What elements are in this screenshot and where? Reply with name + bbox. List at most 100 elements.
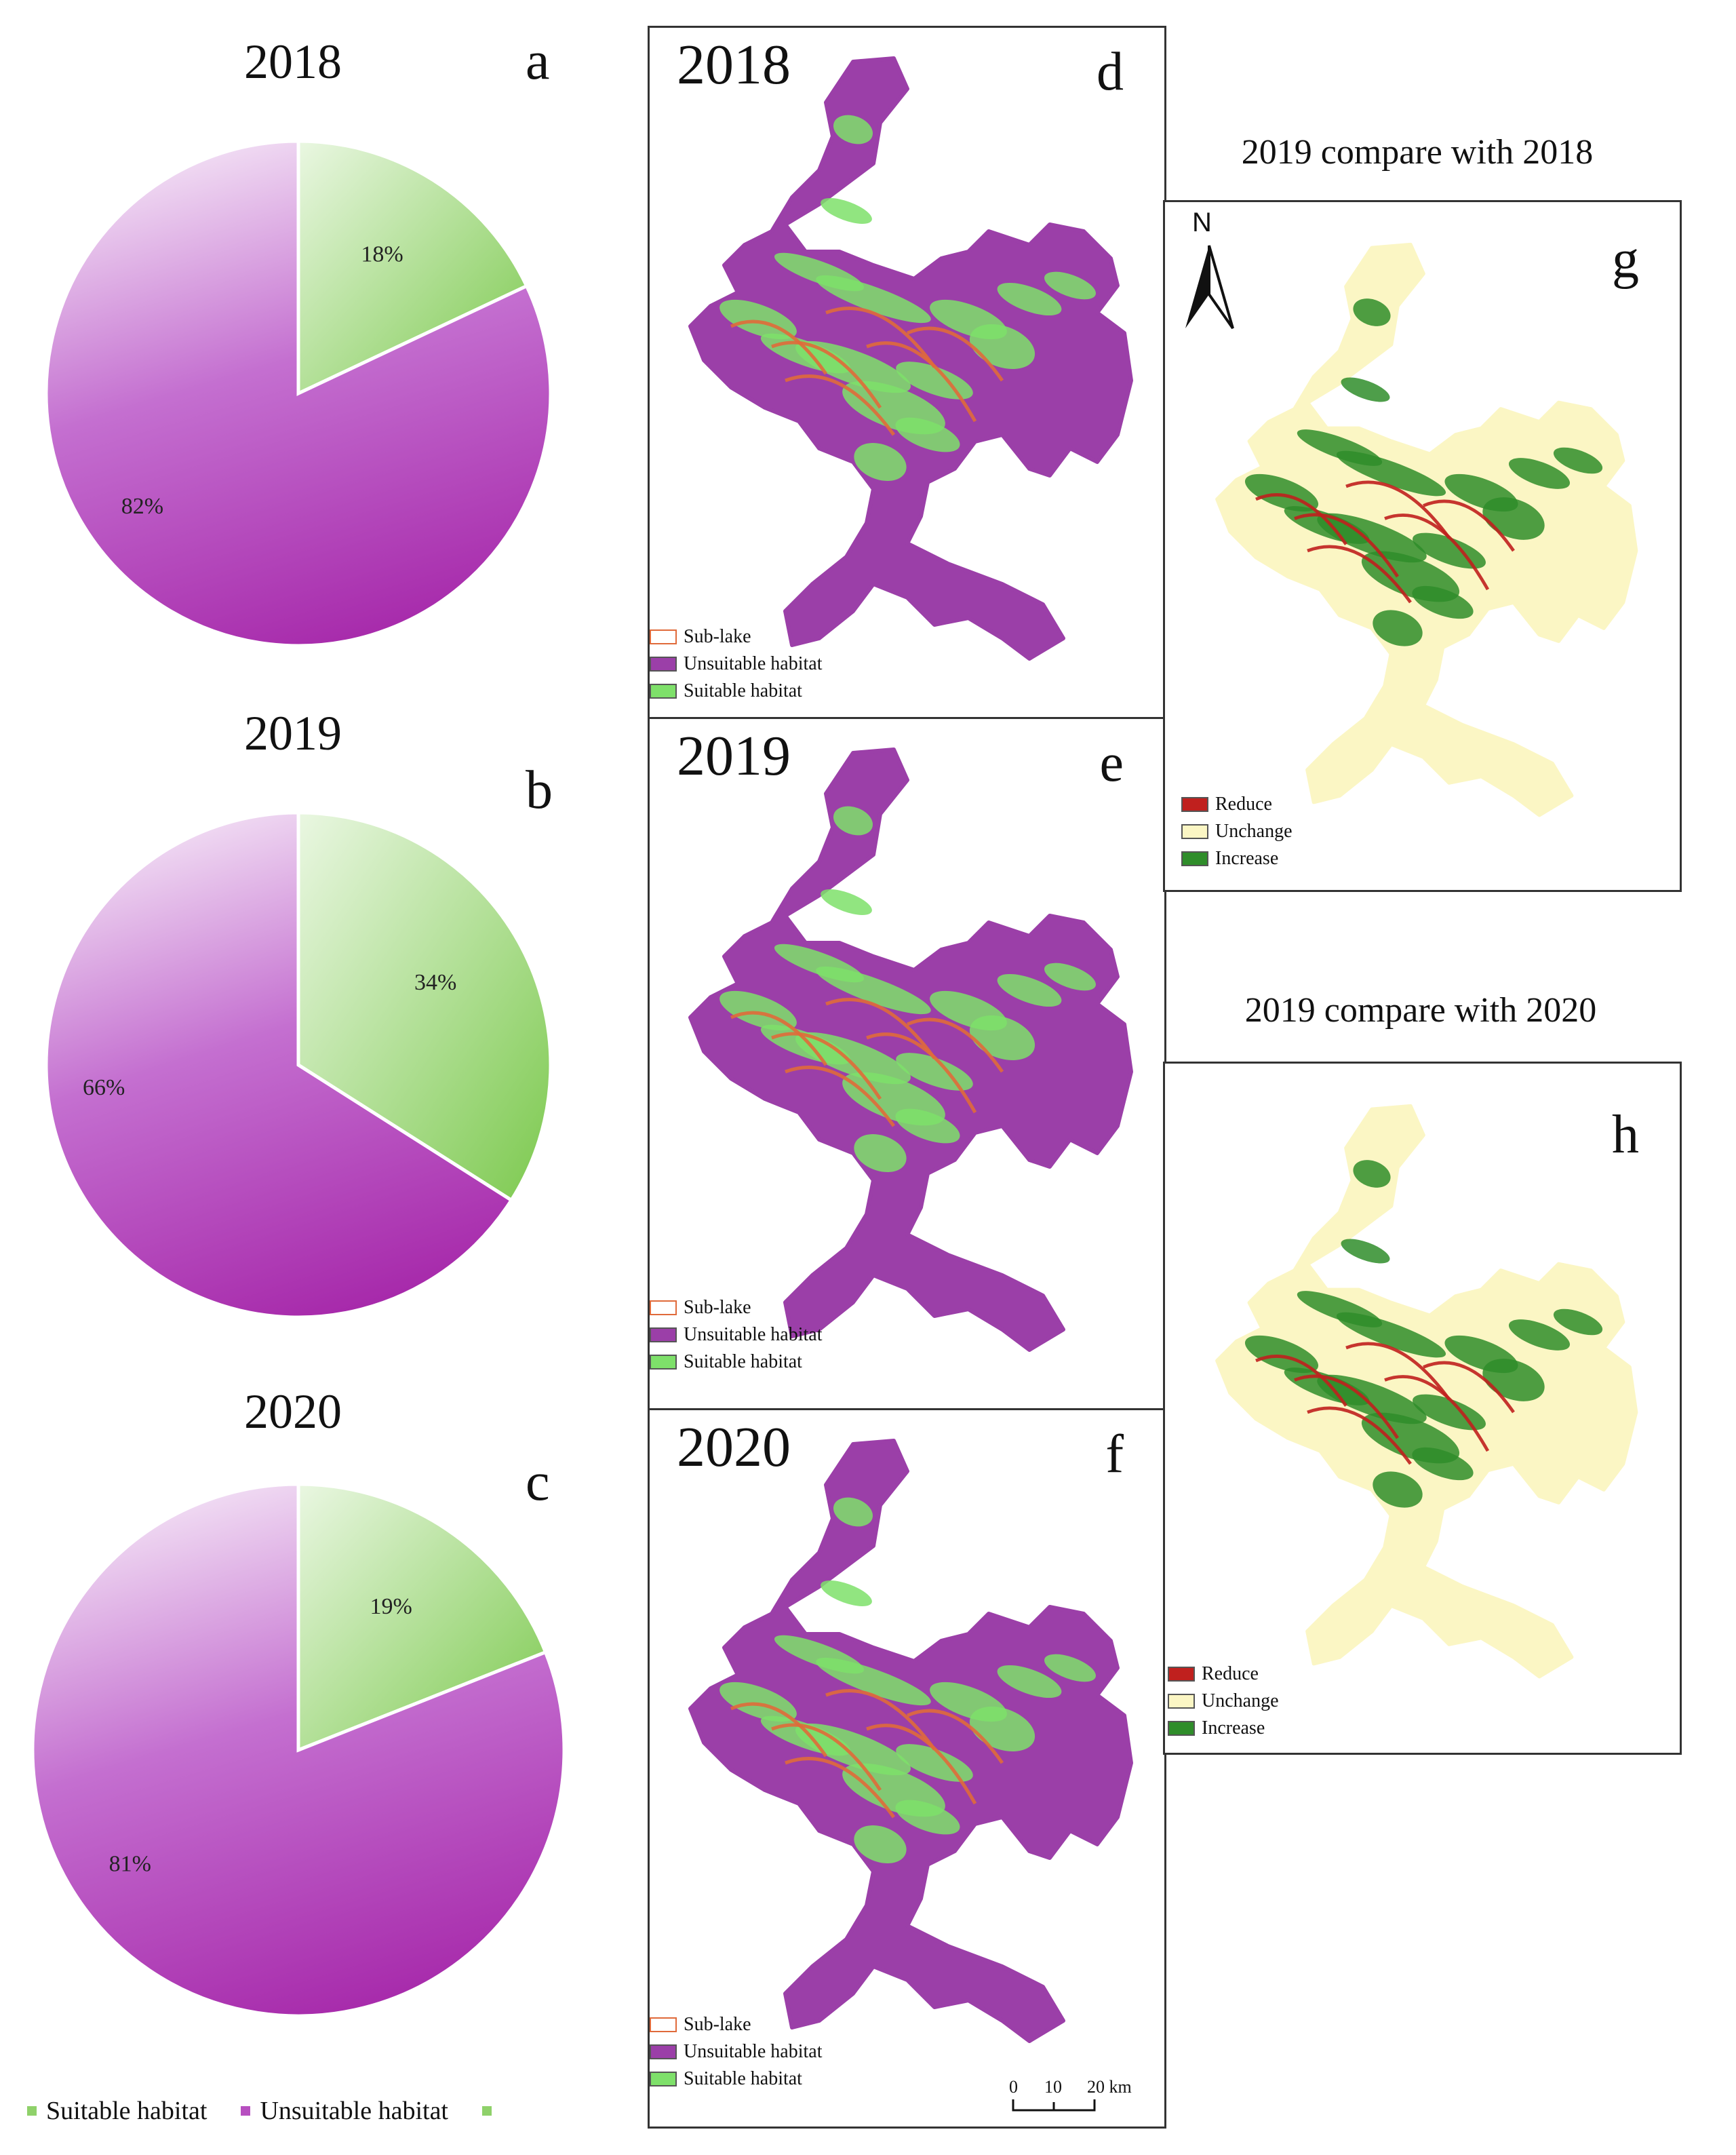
lake-area — [688, 56, 1133, 661]
map-line — [1307, 545, 1412, 604]
north-arrow-icon — [1185, 245, 1234, 330]
panel-letter-e: e — [1099, 733, 1124, 793]
pie-data-label: 82% — [121, 494, 163, 519]
map-patch — [1341, 377, 1390, 402]
comparison-panel-h: h Reduce Unchange Increase — [1163, 1062, 1682, 1755]
legend-row-increase: Increase — [1168, 1715, 1279, 1742]
map-panel-2020: 2020 f Sub-lake Unsuitable habitat Suita… — [648, 1408, 1166, 2129]
map-line — [907, 1709, 1004, 1764]
map-patch — [816, 275, 931, 324]
legend-row-unchange: Unchange — [1181, 818, 1293, 845]
panel-letter-d: d — [1097, 42, 1124, 102]
pie-data-label: 66% — [83, 1075, 125, 1100]
scale-tick-20: 20 km — [1087, 2077, 1132, 2097]
map-patch — [719, 299, 797, 340]
legend-label-suitable: Suitable habitat — [46, 2097, 208, 2125]
panel-letter-c: c — [526, 1452, 550, 1512]
panel-letter-b: b — [526, 760, 553, 820]
pie-b-title: 2019 — [244, 706, 342, 760]
legend-item-suitable: Suitable habitat — [27, 2096, 207, 2126]
map-panel-2018: 2018 d Sub-lake Unsuitable habitat Suita… — [648, 26, 1166, 719]
map-line — [785, 1757, 896, 1819]
habitat-map-2020 — [688, 1439, 1133, 2043]
legend-text: Suitable habitat — [684, 2068, 802, 2089]
map-line — [825, 307, 936, 368]
map-line — [771, 1723, 882, 1791]
swatch-sublake — [650, 2017, 677, 2032]
change-legend-g: Reduce Unchange Increase — [1181, 791, 1293, 872]
swatch-increase — [1168, 1721, 1195, 1736]
habitat-map-2019 — [688, 748, 1133, 1352]
legend-item-unsuitable: Unsuitable habitat — [241, 2096, 448, 2126]
map-line — [730, 319, 828, 375]
legend-text: Reduce — [1215, 794, 1272, 815]
legend-row-reduce: Reduce — [1181, 791, 1293, 818]
legend-text: Unsuitable habitat — [684, 2041, 823, 2062]
legend-swatch-suitable — [27, 2106, 37, 2116]
panel-letter-a: a — [526, 31, 550, 91]
map-patch — [1412, 585, 1474, 619]
legend-row-suitable: Suitable habitat — [650, 2065, 823, 2093]
legend-row-unchange: Unchange — [1168, 1688, 1279, 1715]
legend-text: Increase — [1202, 1717, 1265, 1739]
map-patch — [854, 1133, 907, 1173]
map-patch — [816, 1657, 931, 1706]
pie-legend: Suitable habitat Unsuitable habitat — [27, 2096, 535, 2126]
map-line — [1345, 480, 1451, 539]
map-patch — [795, 341, 911, 393]
map-line — [1294, 513, 1399, 578]
swatch-suitable — [650, 684, 677, 699]
map-line — [825, 998, 936, 1060]
swatch-suitable — [650, 1355, 677, 1370]
pie-c-title: 2020 — [244, 1384, 342, 1439]
legend-row-suitable: Suitable habitat — [650, 1348, 823, 1376]
pie-chart-2018: 18% 82% — [44, 139, 553, 648]
map-patch — [1317, 513, 1427, 563]
legend-text: Unchange — [1202, 1690, 1279, 1711]
legend-row-unsuitable: Unsuitable habitat — [650, 651, 823, 678]
map-patch — [895, 417, 960, 452]
map-patch — [821, 889, 872, 915]
map-patch — [895, 1108, 960, 1144]
map-patch — [1412, 1447, 1474, 1481]
pie-a-title: 2018 — [244, 35, 342, 89]
map-year-2020: 2020 — [677, 1416, 791, 1479]
map-line — [1423, 1361, 1515, 1414]
legend-text: Reduce — [1202, 1663, 1259, 1684]
map-line — [825, 1689, 936, 1751]
map-legend-2020: Sub-lake Unsuitable habitat Suitable hab… — [650, 2011, 823, 2093]
comparison-panel-g: g N Reduce Unchange Increase — [1163, 200, 1682, 892]
map-patch — [719, 990, 797, 1031]
lake-area — [688, 748, 1133, 1352]
map-patch — [1317, 1374, 1427, 1424]
map-line — [785, 1066, 896, 1127]
change-map-g — [1215, 242, 1638, 817]
map-year-2018: 2018 — [677, 33, 791, 96]
pie-data-label: 19% — [370, 1594, 412, 1619]
map-line — [907, 326, 1004, 382]
map-line — [1384, 1375, 1490, 1452]
map-patch — [1341, 1239, 1390, 1264]
map-line — [771, 341, 882, 409]
map-legend-2019: Sub-lake Unsuitable habitat Suitable hab… — [650, 1294, 823, 1376]
pie-data-label: 81% — [109, 1852, 151, 1877]
map-patch — [997, 1665, 1062, 1698]
map-patch — [833, 806, 873, 836]
legend-row-increase: Increase — [1181, 845, 1293, 872]
map-patch — [1244, 473, 1319, 512]
panel-letter-f: f — [1105, 1424, 1124, 1484]
map-patch — [1508, 1319, 1571, 1351]
map-year-2019: 2019 — [677, 724, 791, 788]
legend-row-sublake: Sub-lake — [650, 1294, 823, 1321]
comparison-title-h: 2019 compare with 2020 — [1244, 991, 1597, 1030]
lake-area — [688, 1439, 1133, 2043]
scale-tick-10: 10 — [1044, 2077, 1062, 2097]
lake-area — [1215, 1104, 1638, 1679]
map-patch — [997, 973, 1062, 1007]
legend-text: Sub-lake — [684, 1297, 751, 1318]
swatch-unsuitable — [650, 657, 677, 672]
scale-tick-0: 0 — [1009, 2077, 1018, 2097]
legend-text: Increase — [1215, 848, 1279, 869]
north-label: N — [1192, 208, 1212, 237]
swatch-unchange — [1168, 1694, 1195, 1709]
